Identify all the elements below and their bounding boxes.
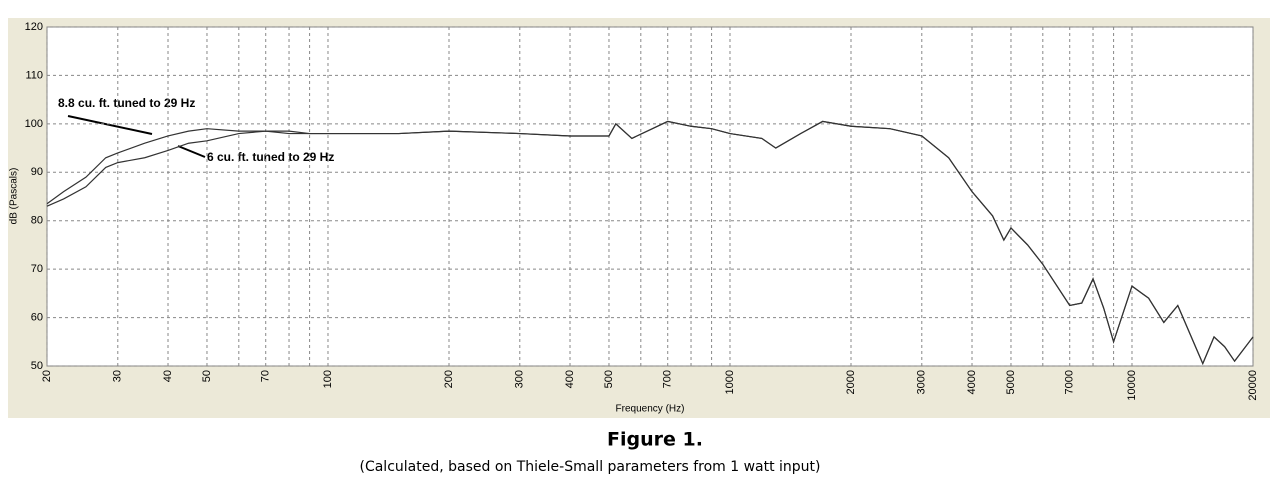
y-tick-label: 90: [31, 166, 43, 178]
y-tick-label: 80: [31, 215, 43, 227]
x-tick-label: 3000: [916, 370, 928, 394]
x-tick-label: 7000: [1064, 370, 1076, 394]
x-tick-label: 300: [514, 370, 526, 388]
x-tick-label: 50: [201, 370, 213, 382]
figure-title: Figure 1.: [607, 429, 703, 451]
annotation: 6 cu. ft. tuned to 29 Hz: [207, 150, 334, 164]
x-tick-label: 10000: [1126, 370, 1138, 401]
y-tick-label: 50: [31, 360, 43, 372]
annotation: 8.8 cu. ft. tuned to 29 Hz: [58, 96, 195, 110]
x-tick-label: 400: [564, 370, 576, 388]
x-tick-label: 40: [162, 370, 174, 382]
x-axis-label: Frequency (Hz): [616, 404, 685, 415]
y-tick-label: 110: [25, 69, 43, 81]
leader-line: [177, 145, 206, 158]
x-tick-label: 20000: [1247, 370, 1259, 401]
x-tick-label: 200: [443, 370, 455, 388]
y-tick-label: 100: [25, 118, 43, 130]
y-tick-label: 70: [31, 263, 43, 275]
x-tick-label: 1000: [724, 370, 736, 394]
x-tick-label: 700: [662, 370, 674, 388]
x-tick-label: 20: [41, 370, 53, 382]
plot-area: [46, 26, 1254, 367]
leader-line: [67, 115, 153, 135]
x-tick-label: 100: [322, 370, 334, 388]
x-tick-label: 500: [603, 370, 615, 388]
figure-subtitle: (Calculated, based on Thiele-Small param…: [359, 459, 820, 475]
y-tick-label: 120: [25, 21, 43, 33]
x-tick-label: 30: [112, 370, 124, 382]
y-tick-label: 60: [31, 311, 43, 323]
x-tick-label: 70: [260, 370, 272, 382]
y-axis-label: dB (Pascals): [9, 168, 20, 225]
x-tick-label: 4000: [966, 370, 978, 394]
x-tick-label: 5000: [1005, 370, 1017, 394]
x-tick-label: 2000: [845, 370, 857, 394]
series-line: [46, 120, 1254, 366]
